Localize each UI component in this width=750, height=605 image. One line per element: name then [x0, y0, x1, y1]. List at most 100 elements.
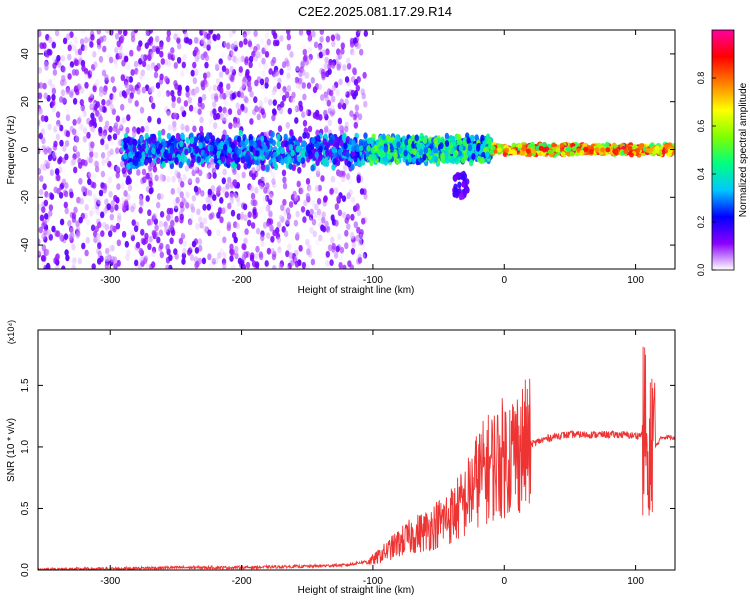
heatmap-cell [212, 101, 217, 108]
heatmap-cell [510, 149, 516, 155]
heatmap-cell [265, 194, 270, 202]
heatmap-cell [121, 167, 127, 175]
heatmap-cell [138, 247, 143, 255]
heatmap-cell [201, 30, 206, 35]
heatmap-cell [139, 193, 144, 201]
heatmap-cell [301, 261, 307, 269]
heatmap-cell [195, 86, 200, 94]
heatmap-cell [39, 214, 45, 222]
heatmap-cell [208, 196, 213, 204]
heatmap-cell [222, 168, 227, 176]
heatmap-cell [166, 207, 171, 215]
heatmap-cell [184, 124, 190, 132]
heatmap-cell [272, 39, 278, 47]
heatmap-cell [444, 151, 449, 158]
heatmap-cell [117, 30, 123, 35]
heatmap-cell [102, 186, 107, 194]
heatmap-cell [475, 144, 481, 152]
heatmap-cell [151, 250, 156, 258]
heatmap-cell [627, 145, 633, 152]
heatmap-cell [224, 139, 230, 146]
colorbar-label: Normalized spectral amplitude [738, 82, 749, 217]
heatmap-cell [135, 241, 141, 249]
heatmap-cell [200, 135, 205, 143]
heatmap-cell [565, 146, 571, 152]
heatmap-cell [281, 94, 287, 102]
heatmap-cell [339, 111, 344, 119]
heatmap-cell [195, 222, 200, 230]
heatmap-cell [230, 43, 236, 50]
heatmap-cell [297, 166, 302, 174]
heatmap-cell [344, 158, 349, 166]
heatmap-cell [121, 230, 127, 238]
heatmap-cell [79, 197, 85, 205]
heatmap-cell [154, 174, 159, 182]
heatmap-cell [38, 119, 41, 127]
heatmap-cell [107, 160, 112, 168]
heatmap-cell [264, 51, 270, 58]
heatmap-cell [147, 149, 152, 156]
heatmap-cell [301, 140, 307, 148]
heatmap-cell [635, 148, 641, 154]
heatmap-cell [293, 194, 298, 202]
heatmap-cell [300, 157, 305, 165]
heatmap-cell [102, 37, 108, 45]
heatmap-cell [191, 156, 196, 164]
heatmap-cell [337, 209, 343, 217]
heatmap-cell [194, 46, 199, 54]
heatmap-cell [166, 214, 171, 222]
heatmap-cell [56, 119, 61, 127]
heatmap-cell [212, 33, 217, 41]
heatmap-cell [42, 183, 47, 191]
heatmap-cell [138, 207, 143, 214]
heatmap-cell [84, 204, 89, 211]
heatmap-cell [84, 68, 89, 75]
heatmap-cell [337, 117, 343, 125]
heatmap-cell [418, 148, 424, 156]
heatmap-cell [71, 128, 77, 136]
heatmap-cell [97, 197, 102, 205]
heatmap-cell [222, 262, 227, 269]
heatmap-cell [283, 133, 288, 141]
heatmap-cell [80, 112, 85, 120]
heatmap-cell [187, 96, 192, 104]
heatmap-cell [118, 121, 124, 129]
heatmap-cell [318, 114, 323, 121]
heatmap-cell [311, 137, 316, 144]
heatmap-cell [333, 251, 339, 259]
heatmap-cell [91, 172, 97, 180]
heatmap-cell [335, 159, 341, 167]
heatmap-cell [126, 63, 131, 71]
heatmap-cell [165, 90, 171, 97]
heatmap-cell [314, 151, 319, 159]
heatmap-cell [177, 42, 182, 50]
heatmap-cell [219, 113, 225, 121]
heatmap-cell [187, 178, 193, 186]
heatmap-cell [229, 248, 234, 256]
heatmap-cell [90, 224, 96, 232]
heatmap-cell [291, 69, 296, 77]
heatmap-cell [305, 264, 310, 269]
heatmap-cell [166, 176, 171, 183]
heatmap-cell [243, 38, 248, 45]
heatmap-cell [268, 137, 274, 144]
heatmap-cell [359, 229, 364, 236]
heatmap-cell [132, 138, 137, 146]
heatmap-cell [96, 199, 101, 207]
heatmap-cell [191, 169, 196, 177]
heatmap-cell [205, 172, 210, 180]
heatmap-cell [353, 121, 358, 129]
heatmap-cell [55, 264, 60, 269]
heatmap-cell [83, 159, 88, 167]
heatmap-cell [321, 159, 327, 167]
heatmap-cell [75, 220, 80, 228]
heatmap-cell [85, 236, 91, 244]
heatmap-cell [204, 61, 209, 69]
heatmap-cell [291, 91, 296, 99]
heatmap-cell [87, 71, 92, 79]
figure-title: C2E2.2025.081.17.29.R14 [298, 4, 452, 19]
heatmap-cell [189, 132, 194, 140]
heatmap-cell [203, 226, 209, 234]
heatmap-cell [156, 236, 161, 244]
heatmap-cell [251, 167, 256, 174]
